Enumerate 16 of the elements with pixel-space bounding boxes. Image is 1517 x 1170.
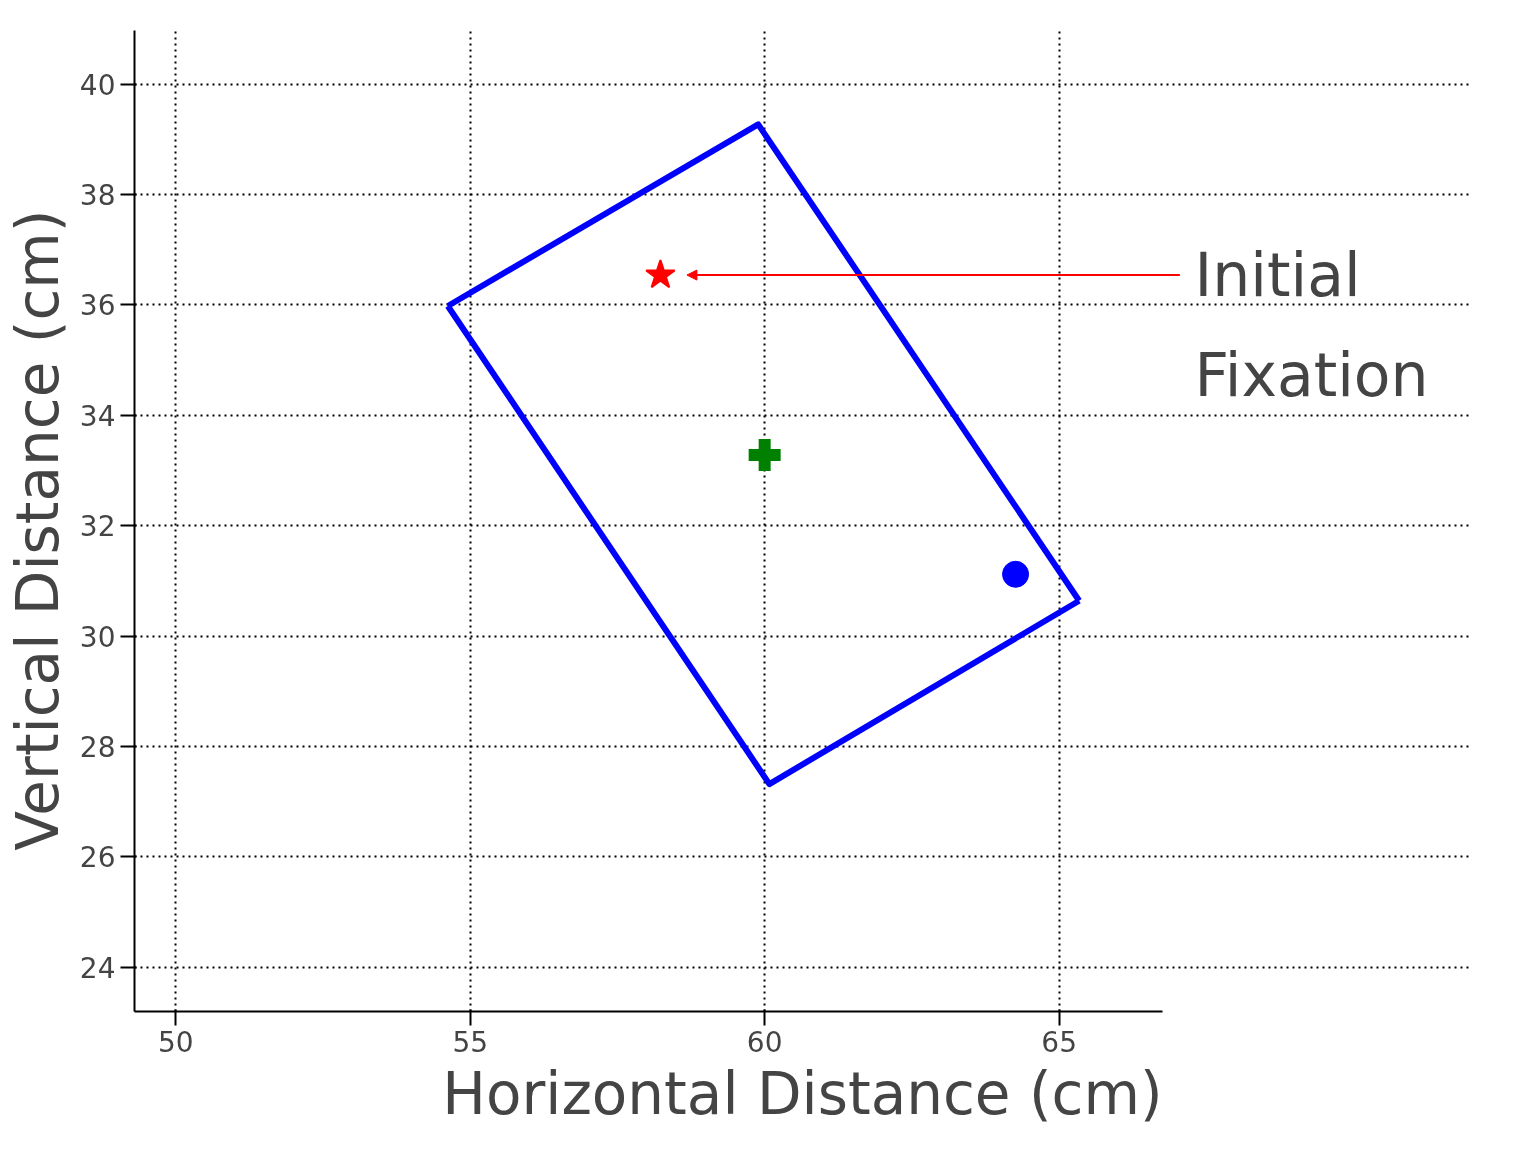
y-tick-label: 26 — [79, 841, 116, 875]
y-tick-label: 34 — [79, 399, 116, 433]
y-axis-title: Vertical Distance (cm) — [3, 209, 72, 851]
x-tick-label: 65 — [1041, 1025, 1077, 1059]
y-tick-label: 30 — [79, 620, 116, 654]
x-axis-title: Horizontal Distance (cm) — [442, 1059, 1163, 1128]
y-tick-label: 24 — [79, 951, 116, 985]
text: Initial Fixation — [1194, 240, 1429, 411]
x-tick-label: 60 — [746, 1025, 783, 1059]
y-tick-label: 40 — [79, 68, 116, 102]
y-tick-label: 32 — [79, 510, 116, 544]
y-tick-label: 38 — [79, 178, 116, 212]
y-tick-label: 28 — [79, 731, 116, 765]
x-tick-label: 50 — [157, 1025, 194, 1059]
x-tick-label: 55 — [452, 1025, 489, 1059]
y-tick-label: 36 — [79, 289, 116, 323]
